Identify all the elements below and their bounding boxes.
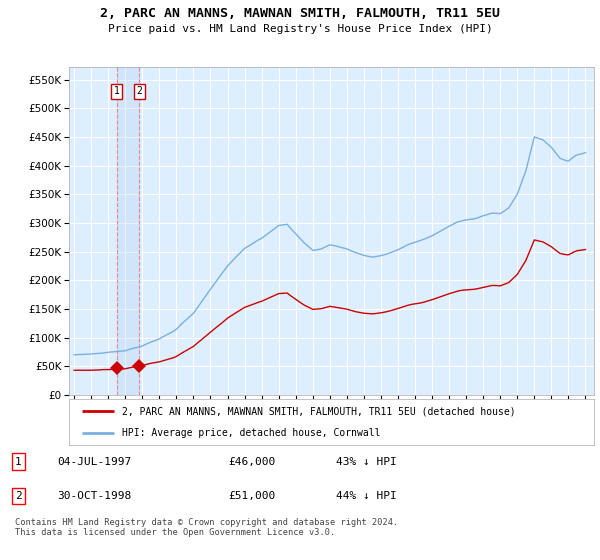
Text: 1: 1 bbox=[15, 456, 22, 466]
Text: 2: 2 bbox=[15, 491, 22, 501]
Bar bbox=[117, 67, 139, 395]
Text: Contains HM Land Registry data © Crown copyright and database right 2024.
This d: Contains HM Land Registry data © Crown c… bbox=[15, 518, 398, 538]
Text: Price paid vs. HM Land Registry's House Price Index (HPI): Price paid vs. HM Land Registry's House … bbox=[107, 24, 493, 34]
Text: 43% ↓ HPI: 43% ↓ HPI bbox=[336, 456, 397, 466]
Text: 1: 1 bbox=[114, 86, 119, 96]
Text: 44% ↓ HPI: 44% ↓ HPI bbox=[336, 491, 397, 501]
Text: 2, PARC AN MANNS, MAWNAN SMITH, FALMOUTH, TR11 5EU (detached house): 2, PARC AN MANNS, MAWNAN SMITH, FALMOUTH… bbox=[121, 406, 515, 416]
Text: HPI: Average price, detached house, Cornwall: HPI: Average price, detached house, Corn… bbox=[121, 428, 380, 438]
Text: 30-OCT-1998: 30-OCT-1998 bbox=[57, 491, 131, 501]
Text: 2, PARC AN MANNS, MAWNAN SMITH, FALMOUTH, TR11 5EU: 2, PARC AN MANNS, MAWNAN SMITH, FALMOUTH… bbox=[100, 7, 500, 20]
Text: £46,000: £46,000 bbox=[228, 456, 275, 466]
Text: 04-JUL-1997: 04-JUL-1997 bbox=[57, 456, 131, 466]
Text: 2: 2 bbox=[136, 86, 142, 96]
Text: £51,000: £51,000 bbox=[228, 491, 275, 501]
